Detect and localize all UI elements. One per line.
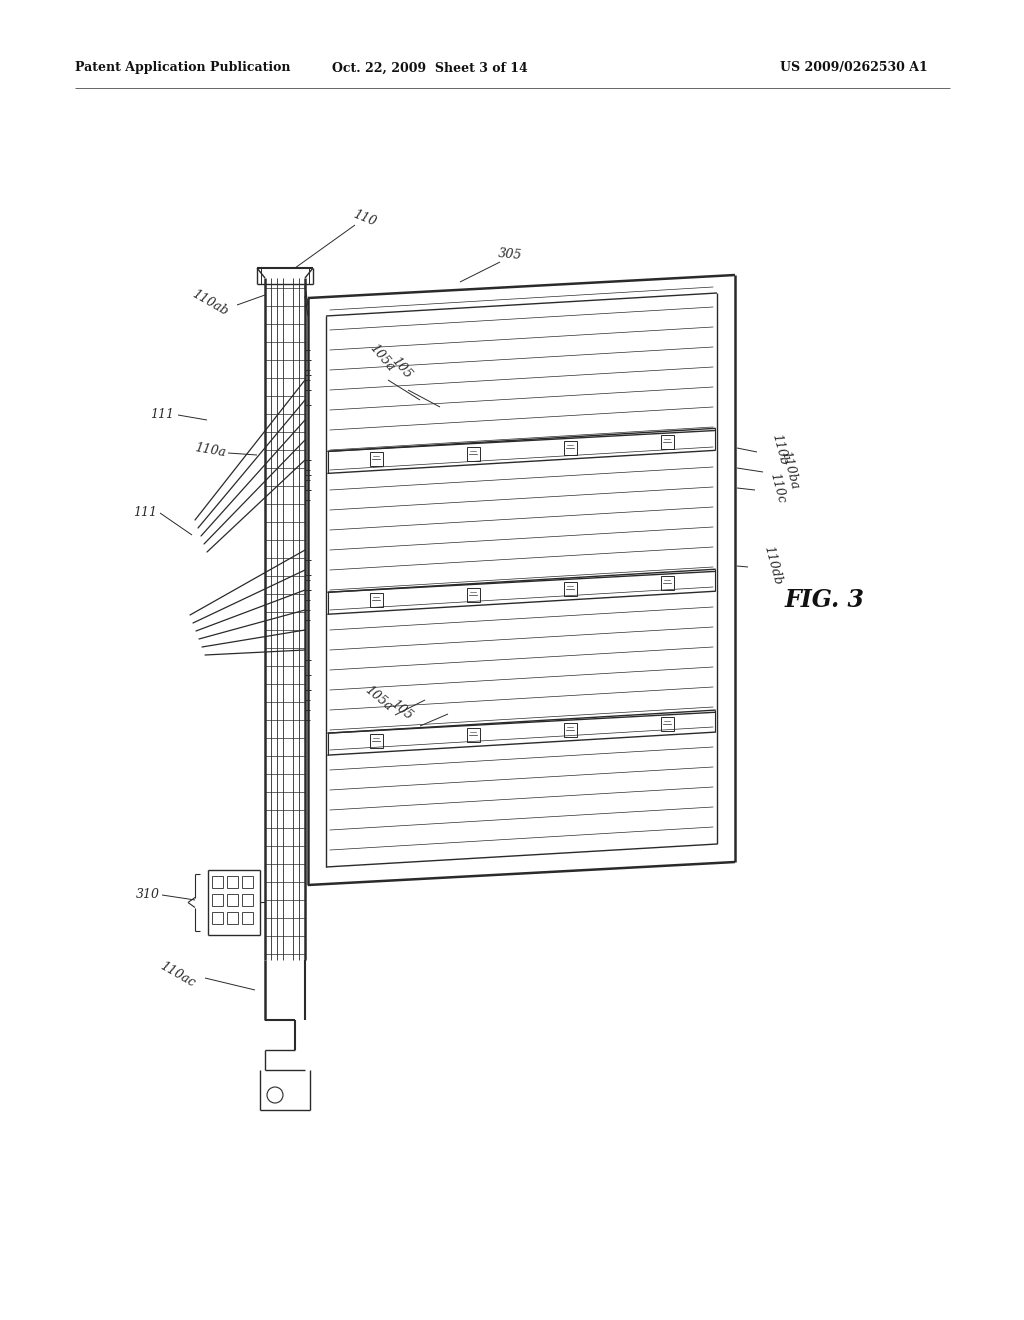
Text: 111: 111 (133, 507, 157, 520)
Bar (564, 723, 577, 737)
Bar (660, 717, 674, 731)
Bar (371, 453, 383, 466)
Bar (242, 876, 253, 888)
Text: 105: 105 (389, 355, 415, 381)
Text: Oct. 22, 2009  Sheet 3 of 14: Oct. 22, 2009 Sheet 3 of 14 (332, 62, 528, 74)
Text: FIG. 3: FIG. 3 (785, 587, 865, 612)
Text: US 2009/0262530 A1: US 2009/0262530 A1 (780, 62, 928, 74)
Text: 110ac: 110ac (158, 960, 198, 990)
Text: 310: 310 (136, 888, 160, 902)
Bar (212, 912, 223, 924)
Text: 110b: 110b (770, 433, 791, 467)
Text: 110c: 110c (768, 471, 788, 504)
Bar (227, 876, 238, 888)
Text: 110a: 110a (194, 441, 226, 459)
Bar (212, 894, 223, 906)
Text: 105a: 105a (361, 682, 394, 713)
Bar (467, 446, 480, 461)
Text: 110ba: 110ba (778, 449, 802, 491)
Bar (660, 436, 674, 449)
Text: Patent Application Publication: Patent Application Publication (75, 62, 291, 74)
Bar (564, 582, 577, 595)
Text: 105: 105 (389, 697, 416, 722)
Text: 305: 305 (498, 247, 522, 263)
Text: 110db: 110db (762, 544, 784, 586)
Bar (227, 894, 238, 906)
Bar (227, 912, 238, 924)
Text: 111: 111 (150, 408, 174, 421)
Text: 110: 110 (351, 207, 379, 228)
Bar (467, 729, 480, 742)
Bar (371, 594, 383, 607)
Bar (242, 912, 253, 924)
Bar (467, 587, 480, 602)
Bar (242, 894, 253, 906)
Bar (660, 576, 674, 590)
Text: 110ab: 110ab (189, 288, 230, 318)
Bar (371, 734, 383, 748)
Text: 105a: 105a (367, 342, 397, 375)
Bar (564, 441, 577, 455)
Bar (212, 876, 223, 888)
